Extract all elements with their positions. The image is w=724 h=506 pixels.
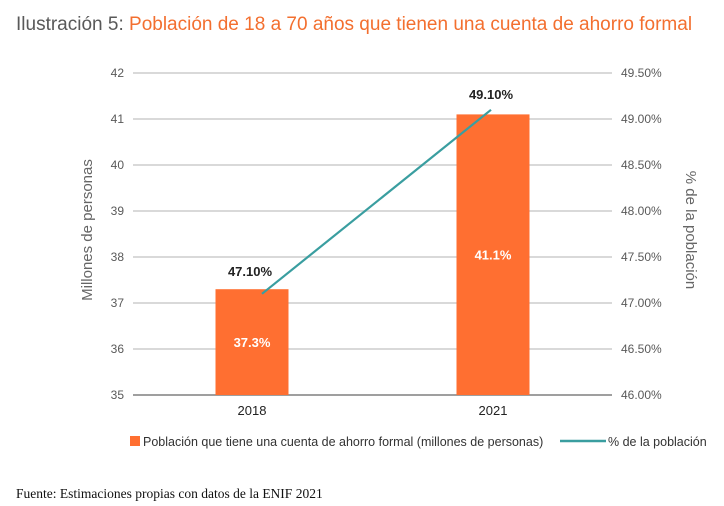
title-main: Población de 18 a 70 años que tienen una… bbox=[129, 14, 693, 35]
y-tick-label: 36 bbox=[111, 342, 125, 356]
legend-bar-label: Población que tiene una cuenta de ahorro… bbox=[143, 435, 543, 449]
title-prefix: Ilustración 5: bbox=[16, 14, 124, 35]
y2-tick-label: 48.50% bbox=[621, 158, 662, 172]
bar-data-label: 41.1% bbox=[475, 248, 512, 263]
line-data-label: 49.10% bbox=[469, 87, 514, 102]
bar-2018 bbox=[215, 289, 289, 395]
y-axis-label: Millones de personas bbox=[79, 159, 96, 301]
figure-title: Ilustración 5: Población de 18 a 70 años… bbox=[16, 14, 692, 36]
y2-tick-label: 49.50% bbox=[621, 66, 662, 80]
y2-tick-label: 48.00% bbox=[621, 204, 662, 218]
y-tick-label: 42 bbox=[111, 66, 125, 80]
bar-data-label: 37.3% bbox=[234, 335, 271, 350]
y-tick-label: 40 bbox=[111, 158, 125, 172]
bar-2021 bbox=[456, 114, 530, 396]
y-tick-label: 39 bbox=[111, 204, 125, 218]
chart: 35 46.00% 36 46.50% 37 47.00% 38 47.50% 39 48.00%… bbox=[79, 66, 707, 449]
y2-tick-label: 46.50% bbox=[621, 342, 662, 356]
source-note: Fuente: Estimaciones propias con datos d… bbox=[16, 486, 323, 501]
y2-tick-label: 47.50% bbox=[621, 250, 662, 264]
y-tick-label: 35 bbox=[111, 388, 125, 402]
y2-tick-label: 49.00% bbox=[621, 112, 662, 126]
y2-tick-label: 47.00% bbox=[621, 296, 662, 310]
y-tick-label: 37 bbox=[111, 296, 125, 310]
legend-line-label: % de la población bbox=[608, 435, 707, 449]
x-tick-label: 2018 bbox=[238, 403, 267, 418]
x-tick-label: 2021 bbox=[479, 403, 508, 418]
line-data-label: 47.10% bbox=[228, 264, 273, 279]
y2-axis-label: % de la población bbox=[682, 171, 699, 289]
line-series-segment bbox=[261, 108, 492, 295]
y2-tick-label: 46.00% bbox=[621, 388, 662, 402]
legend-bar-swatch bbox=[130, 436, 140, 446]
y-tick-label: 41 bbox=[111, 112, 125, 126]
y-tick-label: 38 bbox=[111, 250, 125, 264]
